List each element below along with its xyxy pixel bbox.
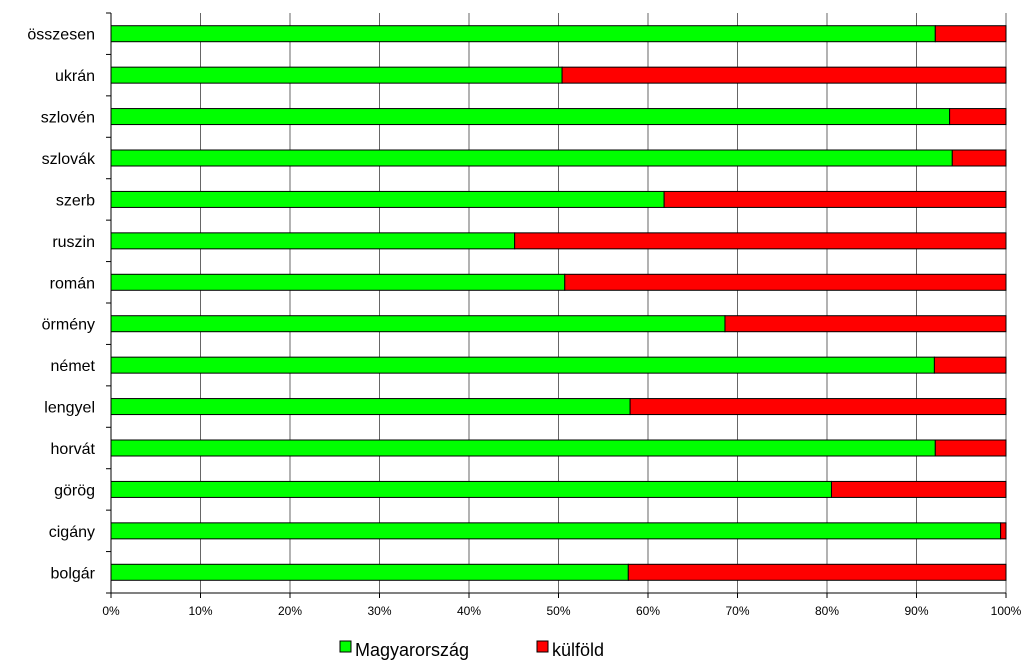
category-label: szerb	[56, 192, 95, 209]
category-labels: összesen ukrán szlovén szlovák szerb ruszin ro…	[27, 12, 111, 594]
bar-segment-magyarorszag	[110, 398, 631, 416]
bar-segment-kulfold	[627, 563, 1007, 581]
x-tick-label: 90%	[904, 604, 928, 618]
bar-segment-kulfold	[561, 66, 1007, 84]
legend: Magyarország külföld	[339, 640, 604, 660]
bar-segment-magyarorszag	[110, 232, 516, 250]
bar-segment-magyarorszag	[110, 66, 563, 84]
bar-segment-magyarorszag	[110, 522, 1002, 540]
category-label: szlovák	[42, 151, 96, 168]
category-label: román	[50, 275, 95, 292]
bar-segment-kulfold	[934, 25, 1007, 43]
x-tick-labels: 0% 10% 20% 30% 40% 50% 60% 70% 80% 90% 100%	[102, 593, 1022, 618]
bar-segment-kulfold	[933, 356, 1007, 374]
x-tick-label: 80%	[815, 604, 839, 618]
x-tick-label: 40%	[457, 604, 481, 618]
legend-swatch-magyarorszag	[339, 640, 352, 653]
bar-segment-kulfold	[951, 149, 1007, 167]
category-label: lengyel	[44, 400, 95, 417]
bar-segment-kulfold	[949, 108, 1007, 126]
category-label: örmény	[42, 317, 95, 334]
bar-segment-kulfold	[564, 273, 1007, 291]
bar-segment-kulfold	[514, 232, 1007, 250]
bars	[110, 25, 1007, 581]
x-tick-label: 10%	[188, 604, 212, 618]
bar-segment-kulfold	[663, 190, 1007, 208]
category-label: bolgár	[51, 565, 96, 582]
category-label: görög	[54, 482, 95, 499]
bar-segment-magyarorszag	[110, 149, 953, 167]
category-label: német	[51, 358, 96, 375]
x-tick-label: 20%	[278, 604, 302, 618]
legend-label-kulfold: külföld	[552, 640, 604, 660]
bar-segment-kulfold	[934, 439, 1007, 457]
category-label: ruszin	[52, 234, 95, 251]
category-label: ukrán	[55, 68, 95, 85]
bar-segment-magyarorszag	[110, 563, 629, 581]
bar-segment-magyarorszag	[110, 356, 935, 374]
grid-lines	[200, 13, 1007, 593]
bar-segment-magyarorszag	[110, 439, 936, 457]
bar-segment-kulfold	[1000, 522, 1007, 540]
bar-segment-kulfold	[629, 398, 1007, 416]
category-label: cigány	[49, 524, 95, 541]
category-label: összesen	[27, 27, 95, 44]
x-tick-label: 30%	[367, 604, 391, 618]
bar-segment-kulfold	[830, 480, 1007, 498]
x-tick-label: 50%	[546, 604, 570, 618]
bar-segment-magyarorszag	[110, 25, 936, 43]
bar-segment-magyarorszag	[110, 190, 665, 208]
bar-segment-magyarorszag	[110, 480, 832, 498]
bar-segment-kulfold	[724, 315, 1007, 333]
x-tick-label: 0%	[102, 604, 120, 618]
category-label: szlovén	[41, 110, 95, 127]
x-tick-label: 60%	[636, 604, 660, 618]
bar-segment-magyarorszag	[110, 315, 726, 333]
category-label: horvát	[51, 441, 96, 458]
bar-segment-magyarorszag	[110, 273, 566, 291]
legend-swatch-kulfold	[536, 640, 549, 653]
legend-label-magyarorszag: Magyarország	[355, 640, 469, 660]
x-tick-label: 70%	[725, 604, 749, 618]
bar-segment-magyarorszag	[110, 108, 951, 126]
x-tick-label: 100%	[991, 604, 1022, 618]
